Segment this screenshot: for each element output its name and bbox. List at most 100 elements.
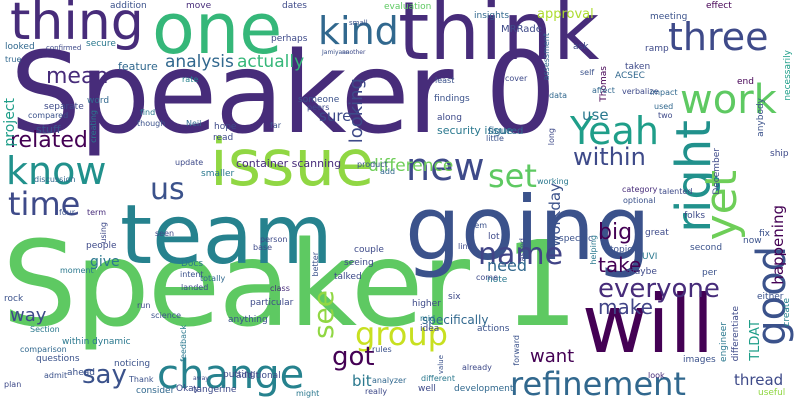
word: topic xyxy=(610,245,633,255)
word: ahead xyxy=(67,368,95,378)
word: Jamiyana xyxy=(322,49,350,56)
word: idea xyxy=(420,324,440,334)
word: UVI xyxy=(642,252,658,262)
word: effect xyxy=(706,1,732,11)
word: optional xyxy=(623,196,656,205)
word: using xyxy=(99,222,108,244)
word: project xyxy=(2,98,18,147)
word: higher xyxy=(412,299,441,309)
word: work xyxy=(680,77,777,123)
word: run xyxy=(137,301,151,310)
word: discussion xyxy=(34,175,76,184)
word: create xyxy=(782,298,792,327)
word: Neil xyxy=(186,119,202,128)
word: item xyxy=(469,221,488,230)
word: see xyxy=(307,290,340,340)
word: note xyxy=(487,275,508,285)
word: fix xyxy=(759,229,770,239)
word: mean xyxy=(46,64,109,89)
word: say xyxy=(82,360,127,390)
word: two xyxy=(658,111,673,120)
word: now xyxy=(743,236,762,246)
word: stuff xyxy=(36,123,61,136)
word: used xyxy=(654,102,674,111)
word: rock xyxy=(4,294,24,304)
word: product xyxy=(357,160,388,169)
word: everyone xyxy=(598,274,720,304)
word: peers xyxy=(307,103,330,112)
word: differentiate xyxy=(731,306,741,362)
word: figured xyxy=(488,126,524,137)
word: least xyxy=(435,76,455,85)
word: think xyxy=(398,0,600,78)
word: admit xyxy=(44,371,68,380)
word: analysis xyxy=(165,52,234,72)
word: feedback xyxy=(179,325,188,362)
word: rate xyxy=(182,75,199,84)
word: small xyxy=(349,19,368,27)
word: security issue xyxy=(437,124,513,137)
word: another xyxy=(342,49,366,56)
word: well xyxy=(418,384,436,394)
word: useful xyxy=(758,388,786,398)
word: compared xyxy=(28,111,69,120)
word: thread xyxy=(734,371,784,389)
word: forward xyxy=(512,335,521,366)
word: analyzer xyxy=(372,376,407,385)
word: new xyxy=(406,145,485,189)
word: taken xyxy=(625,62,651,72)
word: Speaker 1 xyxy=(2,215,579,353)
word: seeing xyxy=(344,258,374,268)
word: confirmed xyxy=(46,44,82,52)
word: Thomas xyxy=(599,66,609,102)
word: give xyxy=(90,254,120,270)
word: Speaker 0 xyxy=(10,29,556,159)
word: dates xyxy=(282,1,307,11)
word: per xyxy=(702,268,717,278)
word: refinement xyxy=(510,365,686,400)
word: got xyxy=(332,342,375,372)
word: assessment xyxy=(542,33,551,81)
word: Yeah xyxy=(570,109,659,153)
word: addition xyxy=(110,1,147,11)
word: long xyxy=(547,128,556,146)
word: moment xyxy=(60,266,94,275)
word: away xyxy=(193,375,209,382)
word: one xyxy=(152,0,283,70)
word: value xyxy=(437,355,445,375)
word: someone xyxy=(298,95,340,105)
word: intent xyxy=(180,270,204,279)
word: us xyxy=(150,172,185,207)
word: take xyxy=(598,253,642,277)
word: difference xyxy=(368,156,454,176)
word: issue xyxy=(210,127,375,201)
word: totally xyxy=(200,274,226,283)
word: move xyxy=(186,1,212,11)
word: Okay xyxy=(176,384,199,394)
word: set xyxy=(488,157,537,195)
word: approval xyxy=(537,7,594,22)
word: looked xyxy=(5,42,35,52)
word: Thank xyxy=(129,375,154,384)
word: December xyxy=(712,148,722,195)
word: noticing xyxy=(114,359,151,369)
word: ramp xyxy=(645,44,669,54)
word: bit xyxy=(352,372,372,390)
word: maybe xyxy=(626,267,657,277)
word: name xyxy=(478,237,564,272)
word: working xyxy=(537,177,569,186)
word: want xyxy=(530,346,575,367)
word: data xyxy=(549,91,568,100)
word: asked xyxy=(518,238,527,262)
word: mid xyxy=(420,314,436,323)
word: along xyxy=(437,113,462,123)
word: ask xyxy=(573,42,589,52)
word: development xyxy=(454,384,514,394)
word: self xyxy=(580,68,595,77)
word: true xyxy=(5,55,22,64)
word: category xyxy=(622,185,658,194)
word: helping xyxy=(589,235,598,265)
word: creating xyxy=(89,110,98,143)
word: anything xyxy=(228,315,268,325)
word: already xyxy=(462,363,492,372)
